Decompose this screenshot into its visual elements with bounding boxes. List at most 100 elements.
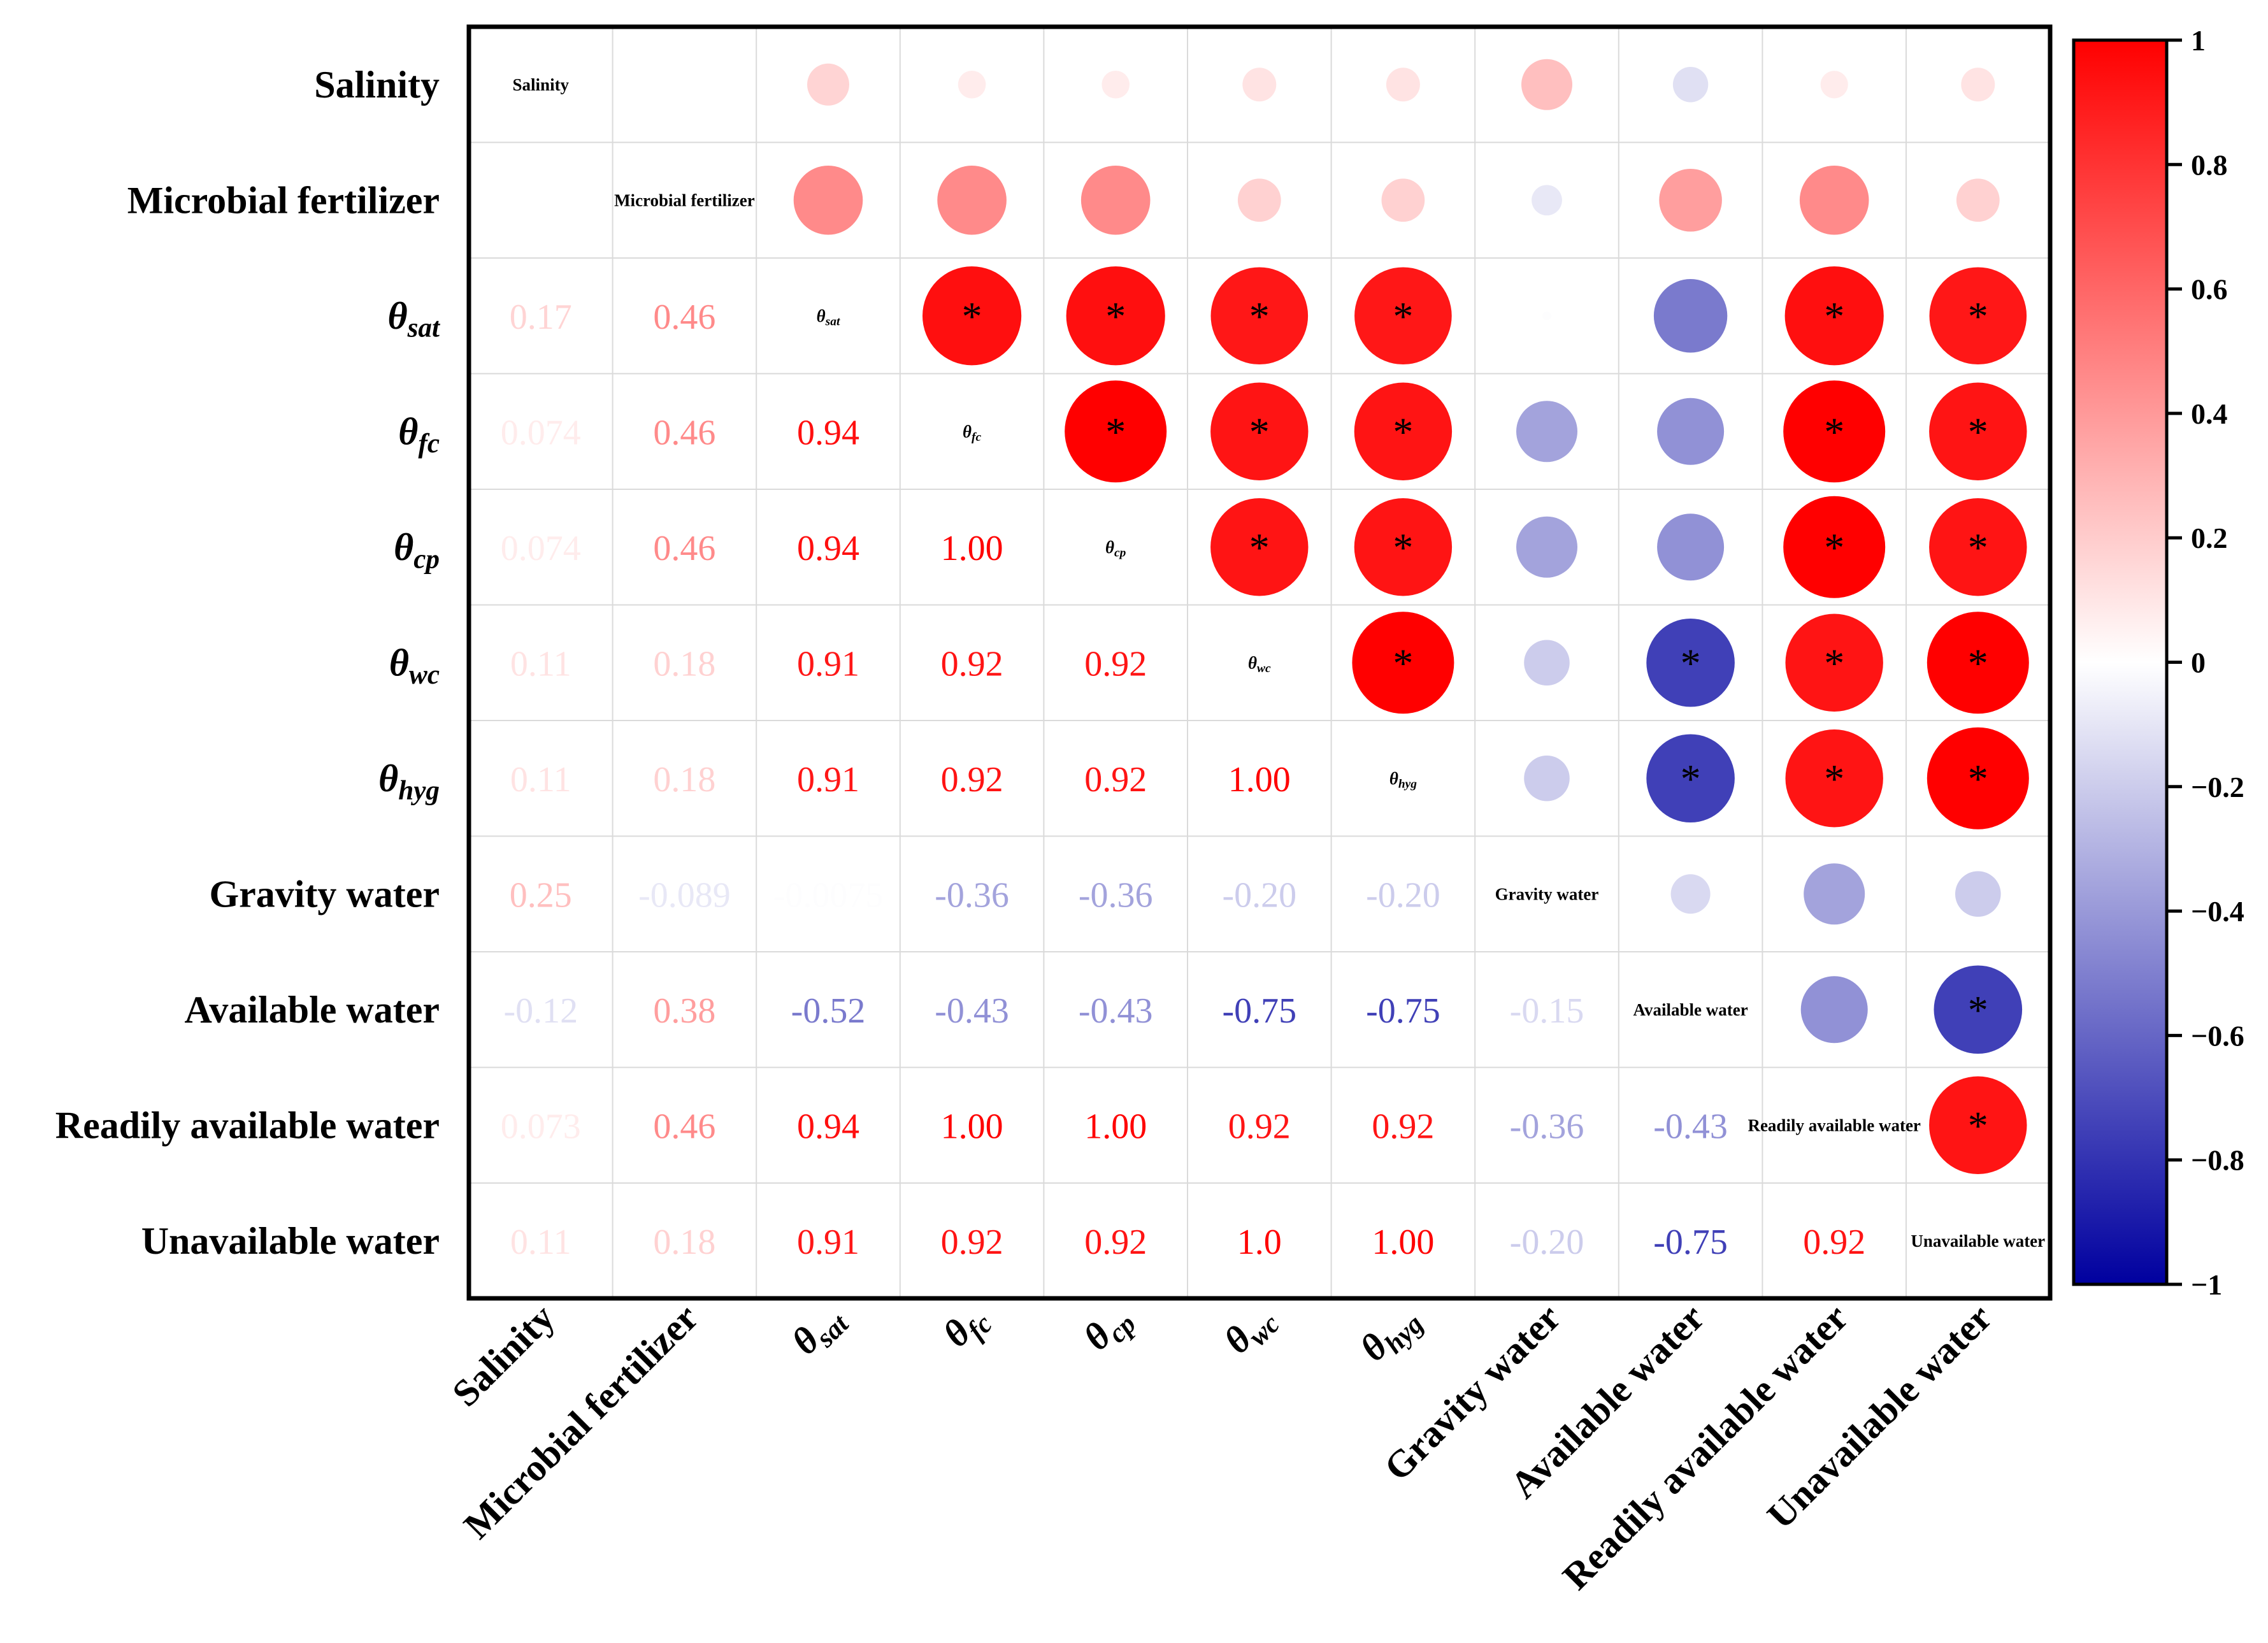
corr-value: -0.43	[1079, 991, 1153, 1031]
corr-circle	[1354, 498, 1453, 596]
corr-circle	[1516, 516, 1577, 578]
corr-circle	[1672, 67, 1709, 103]
significance-star: *	[1393, 525, 1413, 570]
plot-frame	[466, 24, 2053, 1301]
corr-circle	[1352, 612, 1454, 714]
column-label: Readily available water	[1554, 1296, 1856, 1598]
corr-value: 0.074	[501, 413, 581, 452]
significance-star: *	[1968, 525, 1988, 570]
colorbar-tick-label: −0.6	[2191, 1019, 2244, 1052]
corr-circle	[1929, 498, 2027, 596]
corr-value: -0.20	[1510, 1223, 1584, 1262]
significance-star: *	[1249, 409, 1270, 454]
column-label: θfc	[935, 1296, 998, 1360]
column-label: θsat	[784, 1295, 856, 1367]
corr-value: 1.0	[1237, 1223, 1282, 1262]
corr-value: 1.00	[1228, 760, 1291, 800]
corr-value: 0.11	[510, 760, 571, 800]
corr-circle	[1242, 68, 1277, 102]
row-label: Gravity water	[209, 873, 440, 915]
corr-value: 0.94	[797, 529, 859, 568]
significance-star: *	[1681, 756, 1701, 801]
row-label: θwc	[389, 642, 440, 690]
subscript-text: cp	[1114, 547, 1126, 560]
corr-value: 0.91	[797, 644, 859, 684]
corr-value: -0.52	[791, 991, 866, 1031]
corr-value: 0.92	[1084, 644, 1147, 684]
significance-star: *	[1824, 756, 1844, 801]
significance-star: *	[962, 294, 982, 339]
corr-circle	[793, 165, 863, 235]
corr-value: 1.00	[1372, 1223, 1434, 1262]
significance-star: *	[1968, 294, 1988, 339]
corr-value: 1.00	[941, 529, 1003, 568]
row-label: θcp	[394, 526, 440, 575]
significance-star: *	[1968, 409, 1988, 454]
subscript-text: sat	[407, 313, 441, 343]
row-label: Salinity	[314, 64, 440, 106]
corr-value: 0.46	[653, 529, 715, 568]
subscript-text: fc	[418, 429, 440, 459]
corr-circle	[1354, 267, 1452, 365]
subscript-text: wc	[409, 660, 440, 690]
corr-circle	[1657, 398, 1725, 465]
correlation-values: 0.17 0.46 0.074 0.46 0.94 0.074 0.46 0.94 1.00 0.…	[501, 298, 1865, 1262]
corr-value: 0.94	[797, 1107, 859, 1146]
corr-value: -0.20	[1222, 875, 1296, 915]
corr-value: 0.92	[941, 1223, 1003, 1262]
corr-circle	[1524, 640, 1570, 686]
corr-circle	[1785, 613, 1883, 712]
row-label: θsat	[387, 295, 441, 343]
corr-circle	[1956, 178, 2000, 222]
corr-value: -0.36	[935, 875, 1009, 915]
corr-value: 0.92	[1084, 1223, 1147, 1262]
subscript-text: fc	[972, 431, 981, 444]
colorbar-gradient	[2072, 38, 2169, 1286]
corr-value: 0.46	[653, 413, 715, 452]
colorbar-tick-label: 0.2	[2191, 522, 2228, 554]
significance-star: *	[1393, 294, 1413, 339]
corr-value: 0.92	[1228, 1107, 1291, 1146]
corr-circle	[1961, 68, 1995, 102]
diagonal-labels: Salinity Microbial fertilizer θsat θfc θcp θw…	[513, 75, 2046, 1251]
corr-value: 0.91	[797, 1223, 859, 1262]
corr-value: 0.92	[941, 644, 1003, 684]
row-label: Microbial fertilizer	[127, 179, 440, 221]
subscript-text: fc	[962, 1309, 998, 1345]
diagonal-label: Available water	[1633, 1000, 1748, 1019]
significance-star: *	[1105, 409, 1126, 454]
corr-value: 1.00	[1084, 1107, 1147, 1146]
corr-value: 0.38	[653, 991, 715, 1031]
corr-value: 0.91	[797, 760, 859, 800]
corr-circle	[1386, 68, 1420, 102]
corr-circle	[1799, 165, 1869, 235]
column-label: θhyg	[1352, 1296, 1430, 1374]
subscript-text: hyg	[1398, 778, 1417, 791]
corr-circle	[1955, 871, 2001, 917]
corr-value: 0.11	[510, 1223, 571, 1262]
corr-value: 0.073	[501, 1107, 581, 1146]
row-label: θhyg	[378, 757, 440, 806]
corr-value: 0.92	[1084, 760, 1147, 800]
corr-circle	[1354, 382, 1453, 480]
corr-circle	[937, 165, 1007, 235]
corr-circle	[1784, 266, 1884, 366]
diagonal-label: θfc	[963, 422, 981, 444]
corr-value: 0.92	[1372, 1107, 1434, 1146]
corr-circle	[1080, 165, 1151, 235]
row-label: Unavailable water	[141, 1220, 440, 1262]
corr-circle	[1066, 266, 1165, 366]
row-label: Readily available water	[55, 1104, 440, 1146]
significance-star: *	[1968, 756, 1988, 801]
corr-value: 0.11	[510, 644, 571, 684]
corr-value: 0.46	[653, 298, 715, 337]
significance-star: *	[1105, 294, 1126, 339]
colorbar-tick-label: 1	[2191, 24, 2206, 57]
corr-circle	[1542, 311, 1551, 320]
corr-value: -0.36	[1510, 1107, 1584, 1146]
corr-value: 0.25	[510, 875, 572, 915]
subscript-text: sat	[825, 315, 840, 329]
row-label: Available water	[185, 989, 440, 1031]
subscript-text: cp	[413, 545, 440, 575]
corr-circle	[1929, 382, 2027, 480]
